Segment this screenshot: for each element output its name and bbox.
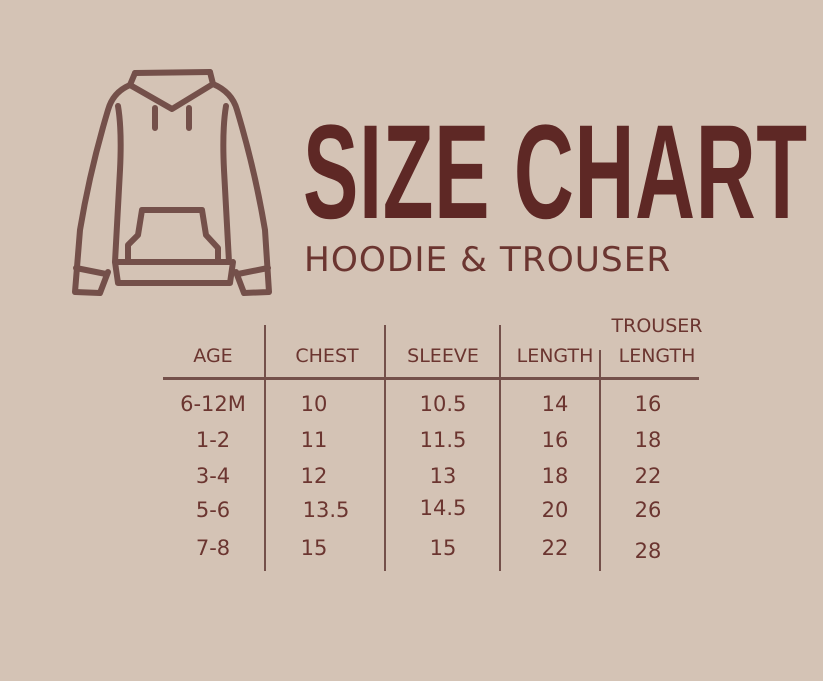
header-trouser-length-top: TROUSER (611, 315, 703, 337)
table-cell: 28 (634, 539, 662, 563)
header-length: LENGTH (516, 345, 594, 367)
header-trouser-length-bottom: LENGTH (618, 345, 696, 367)
page-subtitle: HOODIE & TROUSER (304, 240, 672, 280)
table-cell: 16 (541, 428, 569, 452)
table-cell: 13.5 (302, 498, 350, 522)
table-cell: 22 (541, 536, 569, 560)
table-cell: 12 (300, 464, 328, 488)
column-divider (384, 325, 386, 571)
table-cell: 10.5 (419, 392, 467, 416)
table-cell: 16 (634, 392, 662, 416)
page-title: SIZE CHART (303, 98, 808, 247)
table-cell: 26 (634, 498, 662, 522)
table-cell: 13 (429, 464, 457, 488)
table-cell: 14.5 (419, 496, 467, 520)
header-age: AGE (193, 345, 233, 367)
table-cell: 15 (300, 536, 328, 560)
header-chest: CHEST (295, 345, 359, 367)
table-cell: 6-12M (180, 392, 246, 416)
table-cell: 7-8 (195, 536, 231, 560)
table-cell: 3-4 (195, 464, 231, 488)
header-divider (163, 377, 699, 380)
column-divider (599, 350, 601, 571)
column-divider (499, 325, 501, 571)
table-cell: 1-2 (195, 428, 231, 452)
table-cell: 18 (541, 464, 569, 488)
table-cell: 11.5 (419, 428, 467, 452)
table-cell: 5-6 (195, 498, 231, 522)
table-cell: 11 (300, 428, 328, 452)
header-sleeve: SLEEVE (407, 345, 479, 367)
table-cell: 20 (541, 498, 569, 522)
table-cell: 18 (634, 428, 662, 452)
table-cell: 22 (634, 464, 662, 488)
table-cell: 14 (541, 392, 569, 416)
table-cell: 10 (300, 392, 328, 416)
column-divider (264, 325, 266, 571)
table-cell: 15 (429, 536, 457, 560)
